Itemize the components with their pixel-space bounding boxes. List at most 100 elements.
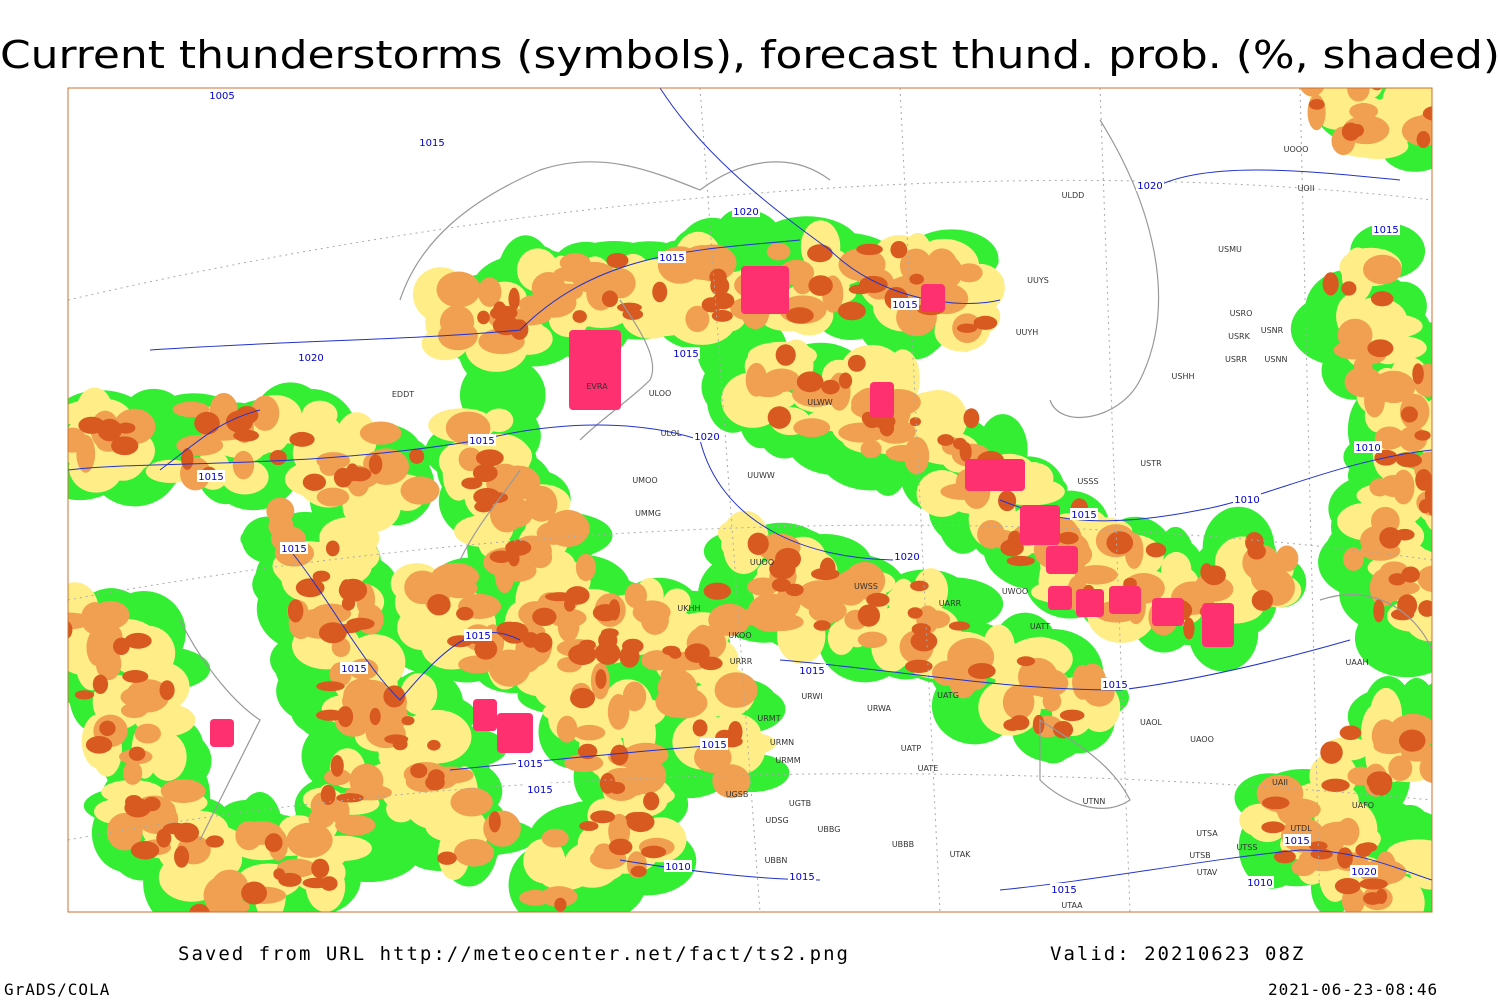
station-label: URRR [730, 657, 753, 666]
shade-blob [92, 674, 109, 695]
isobar-label: 1020 [694, 432, 719, 443]
shade-blob [973, 315, 998, 330]
isobar-label-bg [658, 251, 686, 263]
isobar-label: 1010 [1247, 878, 1272, 889]
station-label: USMU [1218, 245, 1242, 254]
shade-blob [1334, 878, 1361, 895]
shade-blob [401, 716, 415, 726]
isobar-label-bg [1070, 508, 1098, 520]
shade-blob [320, 784, 336, 805]
shade-blob [1074, 565, 1118, 585]
shade-blob [1388, 755, 1413, 781]
shade-blob [1367, 339, 1394, 358]
shade-blob [1401, 566, 1420, 583]
shade-blob [1341, 281, 1357, 296]
shade-blob [401, 709, 472, 764]
shade-blob [821, 379, 840, 395]
valid-time: Valid: 20210623 08Z [1050, 943, 1305, 965]
isobar-label: 1015 [1071, 510, 1096, 521]
station-label: USRR [1225, 355, 1247, 364]
storm-symbol [497, 713, 533, 753]
shade-blob [450, 787, 493, 817]
shade-blob [1339, 725, 1362, 741]
storm-symbol [741, 266, 789, 314]
shade-blob [124, 632, 152, 649]
storm-symbol [1202, 603, 1234, 647]
shade-blob [286, 822, 333, 858]
shade-blob [427, 594, 451, 616]
shade-blob [708, 603, 751, 636]
storm-symbol [1109, 586, 1141, 614]
shade-blob [1429, 583, 1432, 599]
storm-symbol [569, 330, 621, 410]
shade-blob [1321, 778, 1350, 792]
station-label: USNR [1261, 326, 1284, 335]
shade-blob [1374, 426, 1405, 450]
shade-blob [85, 736, 113, 754]
map-area: 1005 1015 1020 1015 1020 1015 1015 1020 1015 1015… [68, 88, 1484, 912]
shade-blob [383, 685, 406, 708]
shade-blob [241, 881, 268, 905]
station-label: UKHH [677, 604, 700, 613]
shade-blob [685, 305, 710, 333]
isobar-label: 1015 [673, 349, 698, 360]
station-label: EDDT [392, 390, 414, 399]
shade-blob [489, 495, 524, 533]
shade-blob [1412, 363, 1424, 385]
shade-blob [76, 434, 96, 473]
shade-blob [1363, 892, 1383, 905]
shade-blob [172, 401, 210, 418]
shade-blob [316, 487, 350, 507]
station-label: UAOO [1190, 735, 1214, 744]
shade-blob [738, 607, 775, 626]
shade-blob [148, 733, 187, 781]
shade-blob [1032, 714, 1045, 735]
shade-blob [1247, 543, 1266, 560]
station-label: UDSG [765, 816, 788, 825]
isobar-label: 1015 [789, 872, 814, 883]
isobar-label: 1005 [209, 91, 234, 102]
isobar-label-bg [1050, 883, 1078, 895]
shade-blob [134, 723, 162, 744]
station-label: USRO [1230, 309, 1253, 318]
shade-blob [557, 610, 580, 642]
shade-blob [652, 281, 668, 303]
station-label: UUWW [747, 471, 775, 480]
shade-blob [404, 570, 441, 605]
isobar-label-bg [1101, 678, 1129, 690]
shade-blob [181, 448, 194, 470]
shade-blob [1300, 88, 1325, 97]
station-label: UAAH [1345, 658, 1368, 667]
station-label: UWOO [1002, 587, 1028, 596]
isobar-label-bg [891, 298, 919, 310]
shade-blob [908, 389, 968, 448]
shade-blob [577, 743, 598, 760]
shade-blob [1415, 469, 1432, 491]
shade-blob [793, 418, 831, 438]
shade-blob [319, 458, 341, 476]
shade-blob [400, 476, 440, 505]
shade-blob [1016, 656, 1036, 667]
isobar-label-bg [297, 351, 325, 363]
shade-blob [786, 307, 814, 324]
isobar-label: 1015 [527, 785, 552, 796]
isobar-label-bg [197, 470, 225, 482]
isobar-label-bg [340, 662, 368, 674]
station-label: UWSS [854, 582, 878, 591]
shade-blob [489, 550, 513, 563]
shade-blob [595, 641, 621, 665]
shade-blob [125, 795, 143, 809]
shade-blob [1443, 683, 1484, 735]
shade-blob [956, 323, 978, 333]
isobar-label: 1015 [469, 436, 494, 447]
shade-blob [1261, 821, 1285, 834]
shade-blob [837, 301, 866, 321]
shade-blob [909, 273, 925, 285]
shade-blob [1366, 771, 1393, 792]
shade-blob [427, 739, 441, 751]
station-label: UTNN [1083, 797, 1106, 806]
isobar-label: 1015 [1102, 680, 1127, 691]
thunderstorm-symbols [210, 266, 1234, 753]
shade-blob [330, 755, 344, 777]
shade-blob [607, 694, 630, 730]
